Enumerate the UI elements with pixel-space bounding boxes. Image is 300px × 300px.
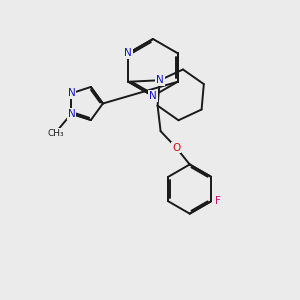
Text: N: N <box>68 88 75 98</box>
Text: F: F <box>215 196 220 206</box>
Text: O: O <box>172 143 180 153</box>
Text: CH₃: CH₃ <box>47 129 64 138</box>
Text: N: N <box>124 48 132 58</box>
Text: N: N <box>156 75 164 85</box>
Text: N: N <box>68 109 75 119</box>
Text: N: N <box>149 91 157 101</box>
